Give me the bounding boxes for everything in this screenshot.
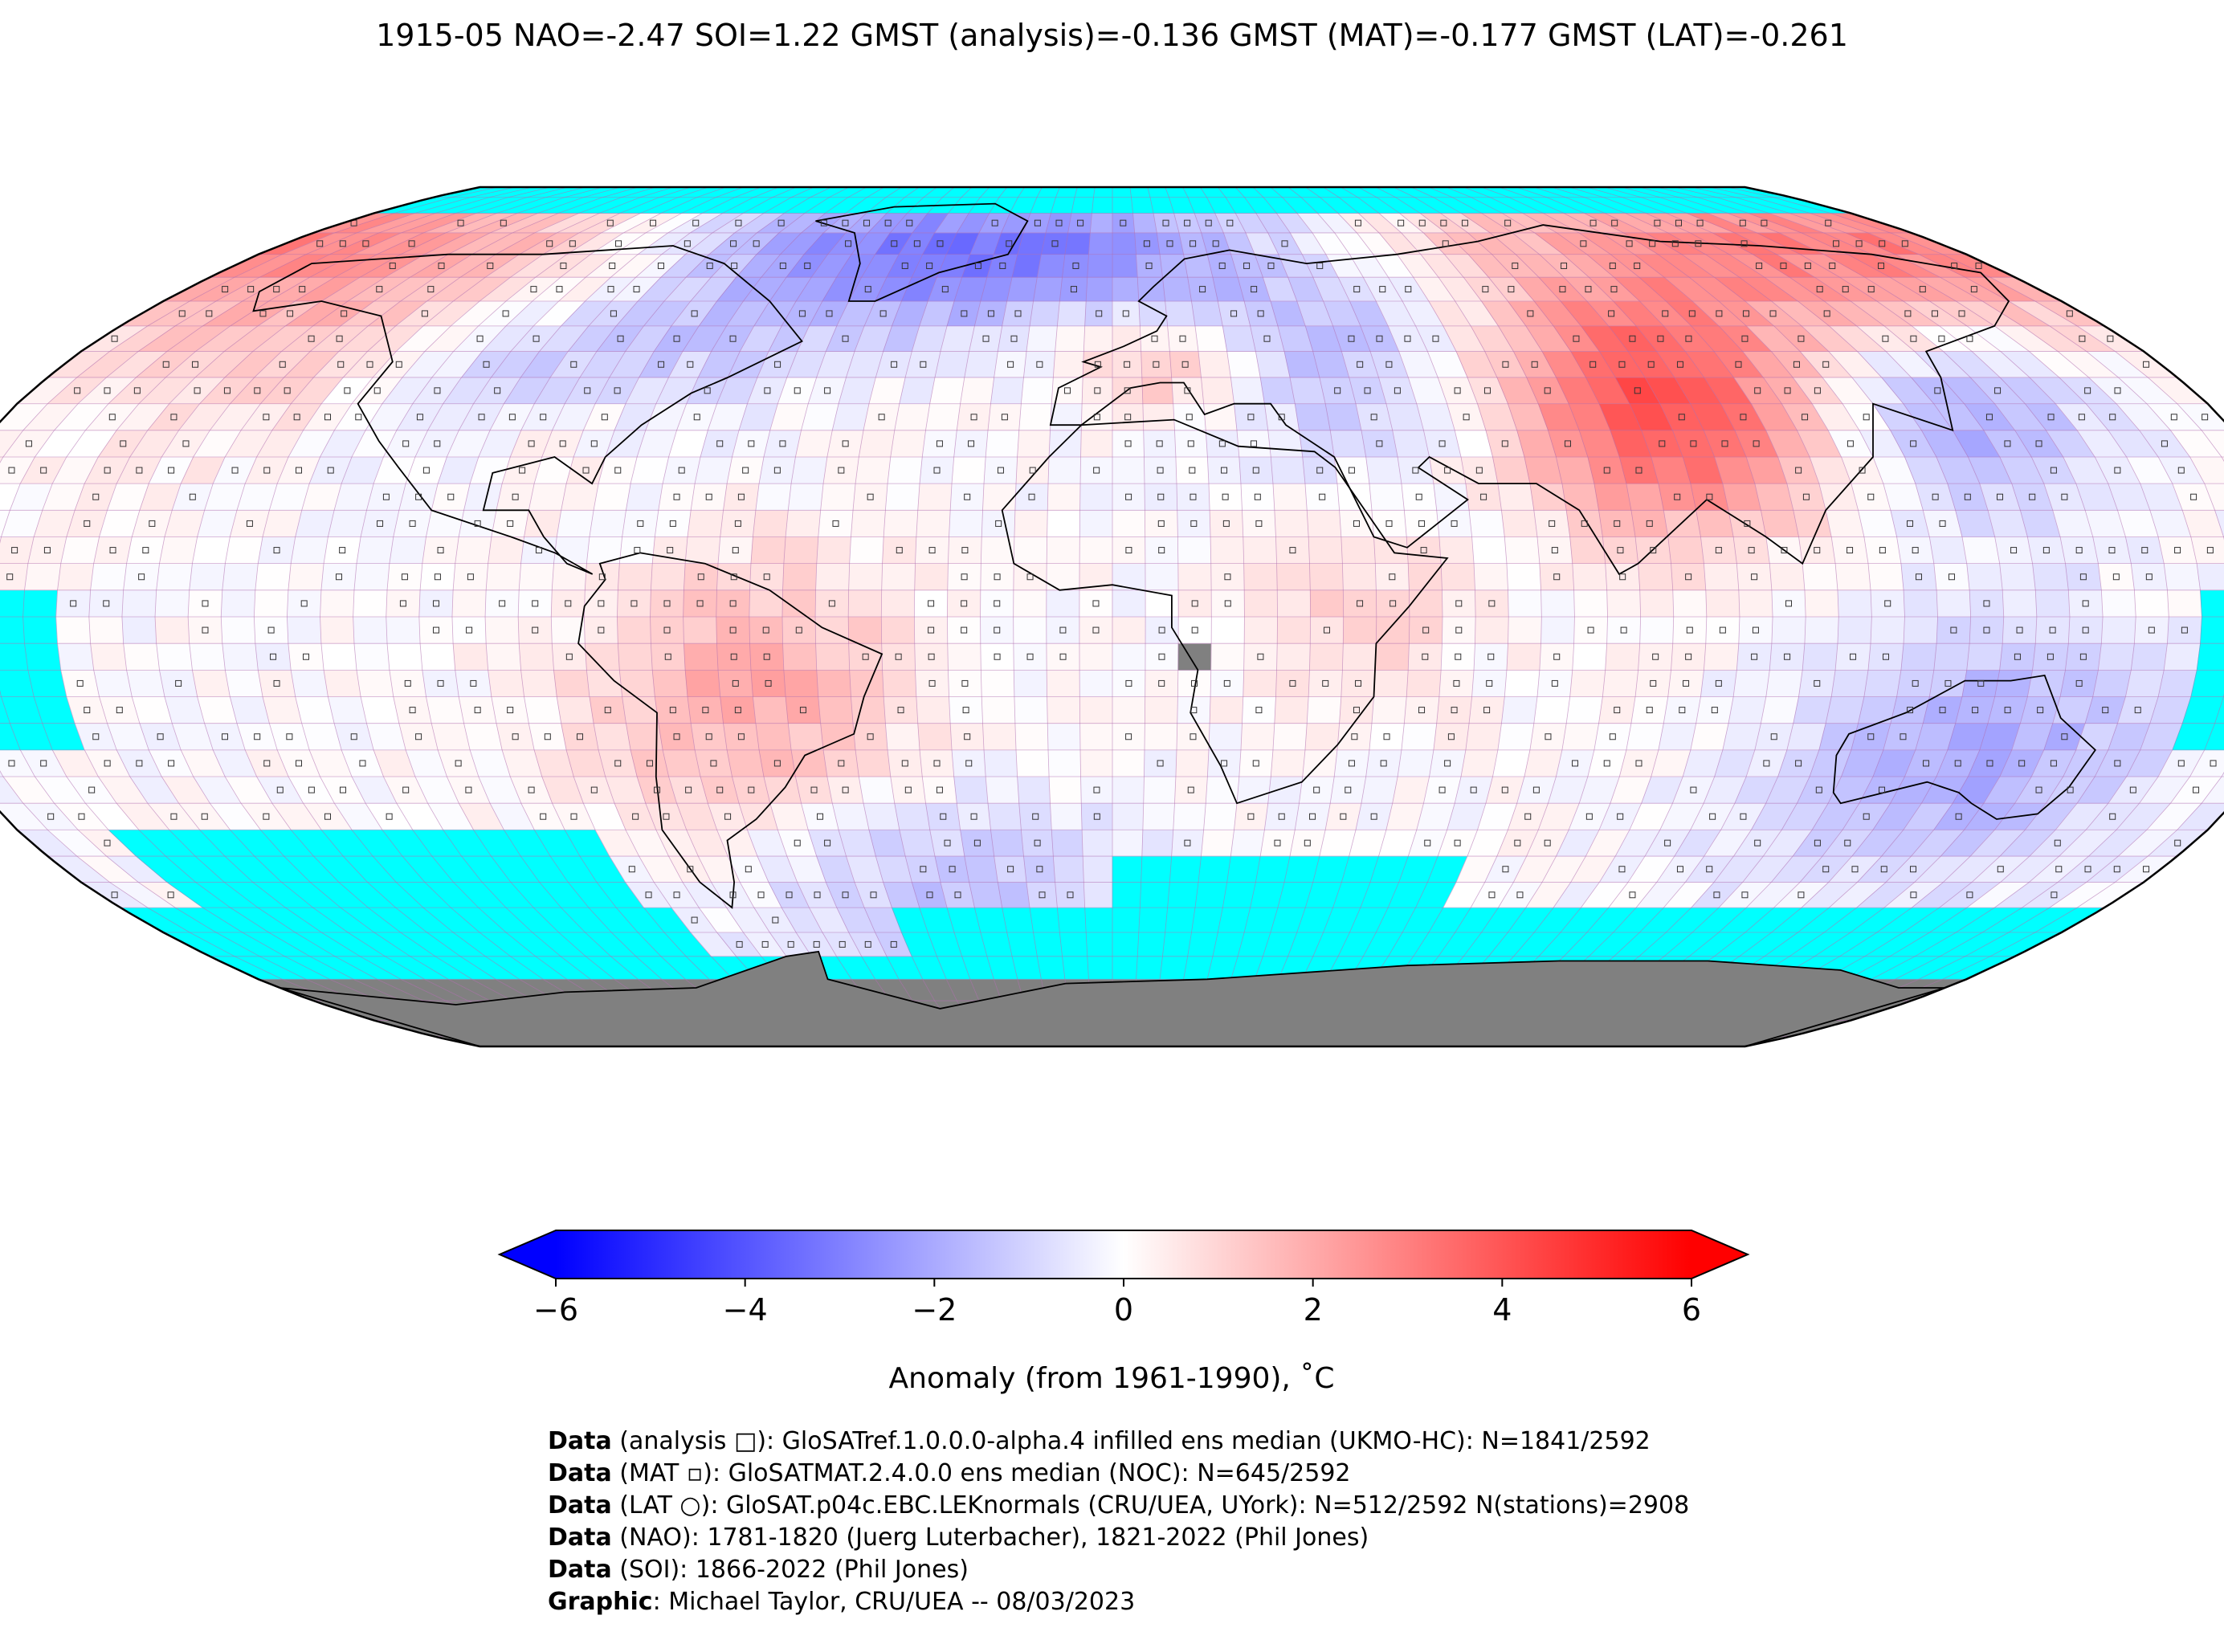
credit-line-analysis: Data (analysis □): GloSATref.1.0.0.0-alp… bbox=[548, 1427, 1651, 1455]
colorbar-body bbox=[556, 1230, 1691, 1279]
credit-line-graphic: Graphic: Michael Taylor, CRU/UEA -- 08/0… bbox=[548, 1588, 1136, 1616]
colorbar-tick-label: −6 bbox=[533, 1292, 578, 1328]
colorbar-tick-label: −4 bbox=[723, 1292, 768, 1328]
credit-line-nao: Data (NAO): 1781-1820 (Juerg Luterbacher… bbox=[548, 1524, 1369, 1552]
colorbar-extend-max bbox=[1691, 1230, 1748, 1279]
colorbar-ticks: −6 −4 −2 0 2 4 6 bbox=[533, 1279, 1701, 1328]
colorbar-gradient bbox=[497, 1230, 1750, 1279]
colorbar-tick-label: 0 bbox=[1114, 1292, 1133, 1328]
colorbar-label: Anomaly (from 1961-1990), ˚C bbox=[889, 1362, 1335, 1395]
credit-line-lat: Data (LAT ○): GloSAT.p04c.EBC.LEKnormals… bbox=[548, 1491, 1690, 1519]
credit-line-mat: Data (MAT ▫): GloSATMAT.2.4.0.0 ens medi… bbox=[548, 1459, 1351, 1487]
credit-line-soi: Data (SOI): 1866-2022 (Phil Jones) bbox=[548, 1556, 969, 1584]
colorbar-tick-label: 6 bbox=[1682, 1292, 1701, 1328]
colorbar-extend-min bbox=[500, 1230, 556, 1279]
data-credits: Data (analysis □): GloSATref.1.0.0.0-alp… bbox=[548, 1426, 1689, 1618]
colorbar-tick-label: −2 bbox=[912, 1292, 957, 1328]
map-title: 1915-05 NAO=-2.47 SOI=1.22 GMST (analysi… bbox=[376, 18, 1848, 53]
colorbar-tick-label: 4 bbox=[1492, 1292, 1512, 1328]
colorbar-tick-label: 2 bbox=[1304, 1292, 1323, 1328]
